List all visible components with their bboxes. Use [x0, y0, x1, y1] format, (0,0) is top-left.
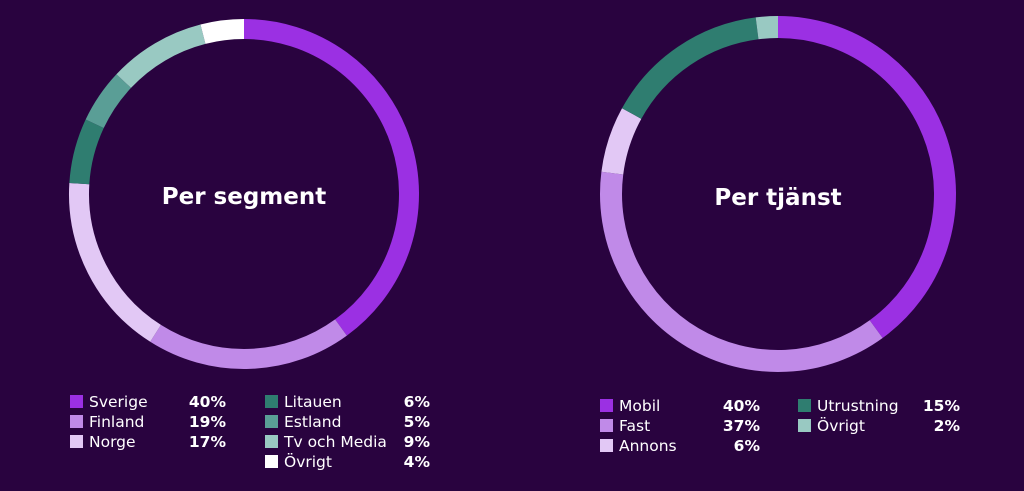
- legend-item-norge: Norge 17%: [70, 432, 230, 452]
- donut-slice-fast: [600, 171, 883, 372]
- legend-value: 15%: [922, 397, 960, 415]
- legend-swatch: [600, 399, 613, 412]
- legend-label: Mobil: [619, 397, 661, 415]
- legend-swatch: [265, 435, 278, 448]
- legend-item-ovrigt: Övrigt 2%: [798, 416, 960, 436]
- service-legend: Mobil 40% Fast 37% Annons 6% Utrustning …: [600, 396, 960, 458]
- legend-value: 6%: [403, 393, 430, 411]
- legend-swatch: [600, 439, 613, 452]
- legend-label: Fast: [619, 417, 651, 435]
- service-legend-col-2: Utrustning 15% Övrigt 2%: [798, 396, 960, 436]
- legend-value: 37%: [722, 417, 760, 435]
- legend-item-annons: Annons 6%: [600, 436, 760, 456]
- legend-label: Estland: [284, 413, 342, 431]
- service-legend-col-1: Mobil 40% Fast 37% Annons 6%: [600, 396, 760, 456]
- legend-item-mobil: Mobil 40%: [600, 396, 760, 416]
- legend-label: Sverige: [89, 393, 148, 411]
- donut-slice-norge: [69, 183, 162, 342]
- legend-label: Övrigt: [817, 417, 865, 435]
- legend-item-ovrigt: Övrigt 4%: [265, 452, 430, 472]
- donut-slice-estland: [85, 74, 132, 129]
- legend-value: 19%: [188, 413, 226, 431]
- segment-chart-title: Per segment: [161, 184, 327, 210]
- legend-item-fast: Fast 37%: [600, 416, 760, 436]
- legend-item-tv-och-media: Tv och Media 9%: [265, 432, 430, 452]
- legend-item-finland: Finland 19%: [70, 412, 230, 432]
- legend-item-estland: Estland 5%: [265, 412, 430, 432]
- legend-swatch: [70, 415, 83, 428]
- legend-item-sverige: Sverige 40%: [70, 392, 230, 412]
- legend-swatch: [265, 455, 278, 468]
- legend-label: Utrustning: [817, 397, 899, 415]
- legend-label: Annons: [619, 437, 677, 455]
- legend-value: 40%: [722, 397, 760, 415]
- legend-swatch: [798, 419, 811, 432]
- legend-label: Litauen: [284, 393, 342, 411]
- legend-value: 4%: [403, 453, 430, 471]
- donut-slice-mobil: [777, 16, 956, 338]
- service-donut: [600, 16, 956, 372]
- segment-legend-col-2: Litauen 6% Estland 5% Tv och Media 9% Öv…: [265, 392, 430, 472]
- legend-label: Finland: [89, 413, 145, 431]
- donut-slice-sverige: [243, 19, 419, 336]
- donut-slice-finland: [150, 319, 347, 369]
- legend-swatch: [265, 415, 278, 428]
- donut-slice-ovrigt: [755, 16, 779, 40]
- legend-item-utrustning: Utrustning 15%: [798, 396, 960, 416]
- donut-slice-annons: [601, 108, 642, 175]
- segment-legend-col-1: Sverige 40% Finland 19% Norge 17%: [70, 392, 230, 452]
- segment-donut: [69, 19, 419, 369]
- legend-swatch: [798, 399, 811, 412]
- legend-value: 2%: [933, 417, 960, 435]
- segment-legend: Sverige 40% Finland 19% Norge 17% Litaue…: [70, 392, 430, 472]
- legend-value: 6%: [733, 437, 760, 455]
- legend-swatch: [265, 395, 278, 408]
- legend-value: 17%: [188, 433, 226, 451]
- legend-label: Tv och Media: [284, 433, 387, 451]
- legend-value: 9%: [403, 433, 430, 451]
- donut-slice-tv-och-media: [116, 24, 206, 89]
- segment-chart: Per segment Sverige 40% Finland 19% Norg…: [0, 0, 490, 491]
- donut-slice-utrustning: [622, 17, 759, 120]
- donut-slice-ovrigt: [200, 19, 245, 44]
- legend-label: Övrigt: [284, 453, 332, 471]
- legend-swatch: [70, 435, 83, 448]
- service-chart-title: Per tjänst: [714, 185, 842, 211]
- legend-label: Norge: [89, 433, 136, 451]
- donut-slice-litauen: [69, 119, 104, 185]
- service-chart: Per tjänst Mobil 40% Fast 37% Annons 6% …: [520, 0, 1020, 491]
- legend-value: 40%: [188, 393, 226, 411]
- legend-swatch: [600, 419, 613, 432]
- legend-swatch: [70, 395, 83, 408]
- legend-item-litauen: Litauen 6%: [265, 392, 430, 412]
- legend-value: 5%: [403, 413, 430, 431]
